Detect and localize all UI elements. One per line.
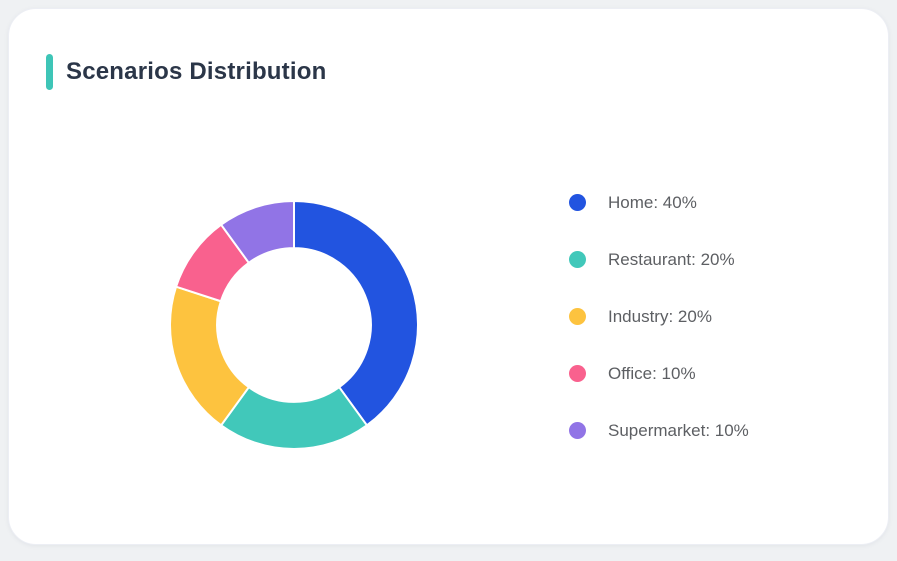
donut-chart [156,187,432,463]
legend-dot-supermarket [569,422,586,439]
donut-segment-home[interactable] [293,200,419,427]
legend-item-supermarket[interactable]: Supermarket: 10% [569,420,749,440]
legend-label: Industry: 20% [608,306,712,326]
chart-legend: Home: 40% Restaurant: 20% Industry: 20% … [569,192,749,479]
scenarios-distribution-card: Scenarios Distribution Home: 40% Restaur… [8,8,889,545]
legend-label: Office: 10% [608,363,696,383]
legend-dot-restaurant [569,251,586,268]
card-header: Scenarios Distribution [46,54,326,90]
legend-dot-industry [569,308,586,325]
legend-item-office[interactable]: Office: 10% [569,363,749,383]
legend-item-industry[interactable]: Industry: 20% [569,306,749,326]
legend-label: Home: 40% [608,192,697,212]
legend-item-home[interactable]: Home: 40% [569,192,749,212]
legend-item-restaurant[interactable]: Restaurant: 20% [569,249,749,269]
legend-label: Restaurant: 20% [608,249,735,269]
page-title: Scenarios Distribution [66,58,327,85]
title-accent-bar [46,54,53,90]
legend-dot-office [569,365,586,382]
legend-dot-home [569,194,586,211]
donut-chart-svg [169,200,419,450]
legend-label: Supermarket: 10% [608,420,749,440]
donut-segment-supermarket[interactable] [220,200,295,264]
donut-segment-industry[interactable] [169,285,250,427]
